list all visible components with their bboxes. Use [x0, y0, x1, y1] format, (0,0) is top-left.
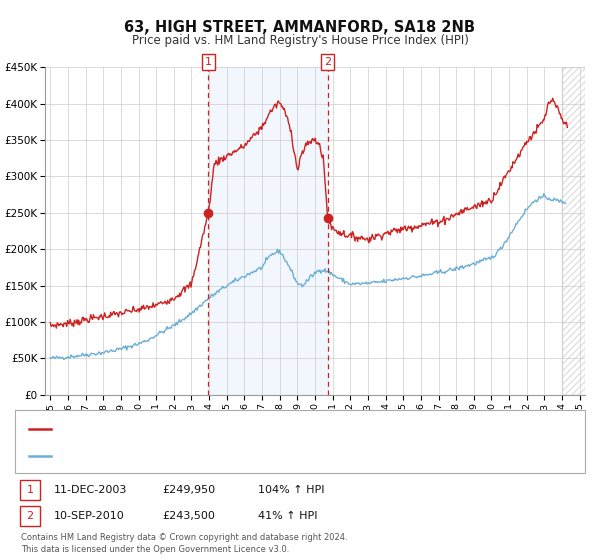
- Text: 63, HIGH STREET, AMMANFORD, SA18 2NB (detached house): 63, HIGH STREET, AMMANFORD, SA18 2NB (de…: [54, 424, 359, 434]
- Text: 41% ↑ HPI: 41% ↑ HPI: [258, 511, 317, 521]
- Text: 1: 1: [26, 485, 34, 495]
- Text: Price paid vs. HM Land Registry's House Price Index (HPI): Price paid vs. HM Land Registry's House …: [131, 34, 469, 46]
- Text: 2: 2: [26, 511, 34, 521]
- Text: £249,950: £249,950: [162, 485, 215, 495]
- Text: £243,500: £243,500: [162, 511, 215, 521]
- Text: HPI: Average price, detached house, Carmarthenshire: HPI: Average price, detached house, Carm…: [54, 451, 323, 460]
- Bar: [562, 67, 585, 395]
- Text: 2: 2: [324, 57, 331, 67]
- Text: 63, HIGH STREET, AMMANFORD, SA18 2NB: 63, HIGH STREET, AMMANFORD, SA18 2NB: [125, 20, 476, 35]
- Text: This data is licensed under the Open Government Licence v3.0.: This data is licensed under the Open Gov…: [21, 545, 289, 554]
- Text: 104% ↑ HPI: 104% ↑ HPI: [258, 485, 325, 495]
- Text: 1: 1: [205, 57, 212, 67]
- Bar: [562, 67, 585, 395]
- Bar: [208, 67, 328, 395]
- Text: 10-SEP-2010: 10-SEP-2010: [54, 511, 125, 521]
- Text: 11-DEC-2003: 11-DEC-2003: [54, 485, 127, 495]
- Text: Contains HM Land Registry data © Crown copyright and database right 2024.: Contains HM Land Registry data © Crown c…: [21, 533, 347, 542]
